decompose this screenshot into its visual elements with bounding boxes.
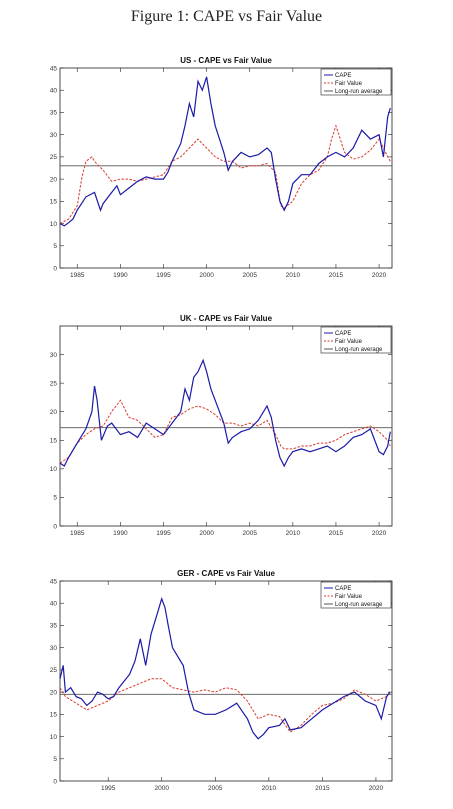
x-tick-label: 2010 (262, 785, 277, 792)
x-tick-label: 2005 (208, 785, 223, 792)
y-tick-label: 45 (50, 578, 58, 585)
y-tick-label: 5 (53, 495, 57, 502)
y-tick-label: 15 (50, 712, 58, 719)
chart-uk: UK - CAPE vs Fair Value 0 5 10 15 20 25 30 1985 1… (50, 314, 393, 537)
x-tick-label: 2005 (242, 272, 257, 279)
y-tick-label: 15 (50, 438, 58, 445)
y-tick-label: 30 (50, 645, 58, 652)
y-tick-label: 0 (53, 265, 57, 272)
x-tick-label: 1985 (70, 272, 85, 279)
x-tick-label: 1985 (70, 530, 85, 537)
cape-series-line (59, 596, 391, 740)
legend-fair-value-label: Fair Value (335, 81, 363, 87)
y-tick-label: 10 (50, 221, 58, 228)
figure-title: Figure 1: CAPE vs Fair Value (130, 8, 323, 25)
y-tick-label: 25 (50, 667, 58, 674)
plot-frame (59, 325, 393, 527)
legend-long-run-average-label: Long-run average (335, 347, 383, 353)
y-tick-label: 10 (50, 734, 58, 741)
x-tick-label: 1995 (101, 785, 116, 792)
plot-frame (59, 580, 393, 782)
x-tick-label: 2000 (199, 530, 214, 537)
y-tick-label: 20 (50, 689, 58, 696)
y-tick-label: 25 (50, 154, 58, 161)
legend: CAPE Fair Value Long-run average (320, 326, 392, 354)
x-tick-label: 2020 (372, 530, 387, 537)
x-tick-label: 2000 (199, 272, 214, 279)
y-tick-label: 40 (50, 88, 58, 95)
y-tick-label: 25 (50, 380, 58, 387)
x-tick-label: 2000 (155, 785, 170, 792)
cape-series-line (59, 358, 391, 468)
x-tick-label: 2005 (242, 530, 257, 537)
y-tick-label: 0 (53, 778, 57, 785)
y-tick-label: 5 (53, 243, 57, 250)
legend-long-run-average-label: Long-run average (335, 602, 383, 608)
y-tick-label: 20 (50, 409, 58, 416)
y-tick-label: 15 (50, 199, 58, 206)
chart-title: UK - CAPE vs Fair Value (180, 314, 273, 323)
chart-ger: GER - CAPE vs Fair Value 0 5 10 15 20 25 30 35 40… (50, 569, 393, 792)
legend-cape-label: CAPE (335, 586, 351, 592)
x-tick-label: 1990 (113, 272, 128, 279)
fair-value-series-line (59, 678, 391, 733)
x-tick-label: 2015 (315, 785, 330, 792)
x-tick-label: 2010 (286, 272, 301, 279)
y-tick-label: 20 (50, 176, 58, 183)
chart-title: US - CAPE vs Fair Value (180, 56, 272, 65)
legend-fair-value-label: Fair Value (335, 594, 363, 600)
fair-value-series-line (59, 124, 391, 225)
chart-us: US - CAPE vs Fair Value 0 5 10 15 20 25 30 35 40 4… (50, 56, 393, 279)
chart-title: GER - CAPE vs Fair Value (177, 569, 275, 578)
plot-frame (59, 67, 393, 269)
legend-cape-label: CAPE (335, 73, 351, 79)
x-tick-label: 1995 (156, 272, 171, 279)
legend: CAPE Fair Value Long-run average (320, 68, 392, 96)
x-tick-label: 2010 (286, 530, 301, 537)
y-tick-label: 35 (50, 110, 58, 117)
y-tick-label: 10 (50, 466, 58, 473)
y-tick-label: 30 (50, 132, 58, 139)
y-tick-label: 40 (50, 601, 58, 608)
legend-fair-value-label: Fair Value (335, 339, 363, 345)
legend-cape-label: CAPE (335, 331, 351, 337)
x-tick-label: 2020 (372, 272, 387, 279)
x-tick-label: 1990 (113, 530, 128, 537)
x-tick-label: 2020 (369, 785, 384, 792)
y-tick-label: 30 (50, 352, 58, 359)
legend: CAPE Fair Value Long-run average (320, 581, 392, 609)
x-tick-label: 2015 (329, 530, 344, 537)
fair-value-series-line (59, 399, 391, 464)
x-tick-label: 1995 (156, 530, 171, 537)
cape-series-line (59, 76, 391, 227)
legend-long-run-average-label: Long-run average (335, 89, 383, 95)
x-tick-label: 2015 (329, 272, 344, 279)
y-tick-label: 45 (50, 65, 58, 72)
y-tick-label: 0 (53, 523, 57, 530)
y-tick-label: 5 (53, 756, 57, 763)
y-tick-label: 35 (50, 623, 58, 630)
